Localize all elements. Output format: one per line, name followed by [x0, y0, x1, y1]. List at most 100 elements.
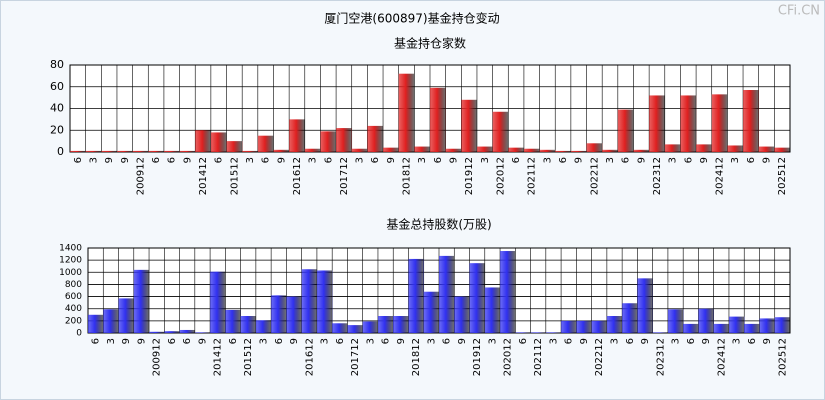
bar — [515, 332, 531, 333]
x-tick-label: 3 — [548, 338, 559, 344]
x-tick-label: 3 — [671, 338, 682, 344]
bar — [194, 332, 211, 333]
x-tick-label: 6 — [335, 338, 346, 344]
x-tick-label: 6 — [621, 157, 632, 163]
bar — [439, 255, 455, 333]
bar — [377, 316, 394, 333]
bar — [555, 150, 571, 152]
x-tick-label: 3 — [668, 157, 679, 163]
bar — [163, 150, 180, 152]
x-tick-label: 3 — [417, 157, 428, 163]
x-tick-label: 9 — [289, 338, 300, 344]
bar — [774, 147, 790, 152]
bar — [423, 291, 439, 333]
x-tick-label: 202412 — [715, 157, 726, 195]
bar — [148, 150, 164, 152]
bar — [336, 128, 352, 152]
bar — [445, 148, 462, 152]
x-tick-label: 9 — [579, 338, 590, 344]
x-tick-label: 3 — [480, 157, 491, 163]
bar — [85, 150, 102, 152]
x-tick-label: 201512 — [243, 338, 254, 376]
bar — [116, 150, 133, 152]
bar — [271, 295, 287, 333]
x-tick-label: 3 — [605, 157, 616, 163]
bar — [667, 309, 684, 333]
watermark: CFi.CN — [778, 4, 820, 19]
bar — [332, 323, 348, 333]
x-tick-label: 9 — [457, 338, 468, 344]
x-tick-label: 6 — [683, 157, 694, 163]
x-tick-label: 9 — [120, 157, 131, 163]
x-tick-label: 3 — [320, 338, 331, 344]
x-tick-label: 9 — [636, 157, 647, 163]
bar — [408, 258, 424, 333]
bar — [664, 144, 681, 152]
bar — [743, 90, 759, 152]
x-tick-label: 3 — [542, 157, 553, 163]
bar — [255, 320, 272, 333]
bar — [711, 94, 728, 152]
y-tick-label: 1000 — [59, 268, 82, 278]
x-tick-label: 9 — [762, 338, 773, 344]
bar — [744, 323, 760, 333]
x-tick-label: 9 — [104, 157, 115, 163]
x-tick-label: 202312 — [652, 157, 663, 195]
bar — [301, 269, 317, 333]
x-tick-label: 6 — [167, 338, 178, 344]
x-tick-label: 3 — [487, 338, 498, 344]
x-tick-label: 202312 — [655, 338, 666, 376]
bar — [633, 149, 650, 152]
x-tick-label: 9 — [448, 157, 459, 163]
y-tick-label: 200 — [65, 316, 82, 326]
bar — [561, 320, 577, 333]
bar — [362, 321, 378, 333]
bar — [414, 146, 430, 152]
bar — [617, 109, 634, 152]
bar — [484, 287, 501, 333]
y-tick-label: 0 — [76, 329, 82, 339]
y-tick-label: 40 — [50, 102, 64, 115]
bar — [637, 278, 653, 333]
x-tick-label: 3 — [259, 338, 270, 344]
bar — [591, 320, 607, 333]
bar — [728, 316, 745, 333]
x-tick-label: 3 — [355, 157, 366, 163]
bar — [316, 270, 333, 333]
x-tick-label: 3 — [88, 157, 99, 163]
x-tick-label: 201912 — [464, 157, 475, 195]
x-tick-label: 6 — [182, 338, 193, 344]
bar — [273, 149, 290, 152]
x-tick-label: 202412 — [716, 338, 727, 376]
x-tick-label: 6 — [91, 338, 102, 344]
x-tick-label: 202512 — [777, 338, 788, 376]
bar — [539, 149, 556, 152]
bar — [683, 323, 699, 333]
y-tick-label: 600 — [65, 292, 82, 302]
x-tick-label: 201612 — [304, 338, 315, 376]
bar — [133, 269, 150, 333]
x-tick-label: 202012 — [495, 157, 506, 195]
x-tick-label: 9 — [386, 157, 397, 163]
x-tick-label: 201412 — [198, 157, 209, 195]
x-tick-label: 6 — [518, 338, 529, 344]
bar — [545, 332, 562, 333]
x-tick-label: 201712 — [339, 157, 350, 195]
bar — [469, 263, 485, 333]
x-tick-label: 202012 — [503, 338, 514, 376]
bar — [195, 130, 211, 152]
page-title: 厦门空港(600897)基金持仓变动 — [324, 11, 499, 26]
bar — [149, 331, 165, 333]
bar — [758, 146, 775, 152]
bar — [508, 147, 524, 152]
x-tick-label: 6 — [511, 157, 522, 163]
x-tick-label: 201412 — [213, 338, 224, 376]
bar — [622, 303, 638, 333]
x-tick-label: 201912 — [472, 338, 483, 376]
bar — [476, 146, 493, 152]
bar — [570, 150, 587, 152]
bar — [461, 99, 477, 152]
x-tick-label: 9 — [574, 157, 585, 163]
bar — [132, 150, 149, 152]
